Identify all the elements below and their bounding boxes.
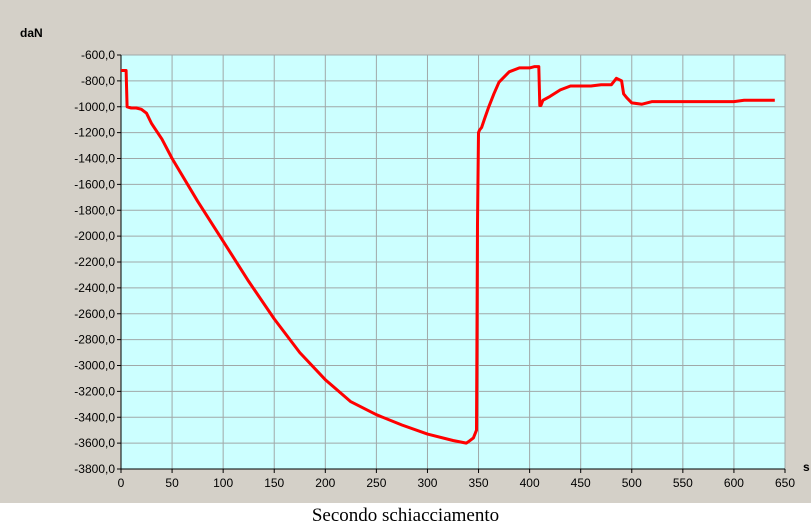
x-tick-label: 600 [724, 476, 744, 490]
x-tick-label: 550 [673, 476, 693, 490]
x-tick-label: 450 [571, 476, 591, 490]
chart-caption: Secondo schiacciamento [311, 505, 500, 526]
y-tick-label: -800,0 [81, 74, 115, 88]
x-tick-label: 500 [622, 476, 642, 490]
x-tick-label: 650 [775, 476, 795, 490]
y-axis-label: daN [20, 26, 43, 40]
y-tick-label: -1600,0 [74, 177, 115, 191]
y-tick-label: -2400,0 [74, 281, 115, 295]
y-tick-label: -2600,0 [74, 307, 115, 321]
x-tick-label: 350 [469, 476, 489, 490]
y-tick-label: -3200,0 [74, 384, 115, 398]
x-tick-label: 250 [366, 476, 386, 490]
y-tick-label: -3000,0 [74, 359, 115, 373]
series-layer [121, 65, 775, 445]
y-tick-label: -1400,0 [74, 152, 115, 166]
y-tick-label: -2000,0 [74, 229, 115, 243]
y-tick-label: -1000,0 [74, 100, 115, 114]
y-tick-label: -2200,0 [74, 255, 115, 269]
y-tick-label: -3400,0 [74, 410, 115, 424]
x-tick-label: 100 [213, 476, 233, 490]
line-chart: daN s -600,0-800,0-1000,0-1200,0-1400,0-… [0, 0, 811, 503]
x-tick-label: 300 [417, 476, 437, 490]
x-tick-label: 50 [165, 476, 179, 490]
x-tick-label: 200 [315, 476, 335, 490]
chart-frame: daN s -600,0 -800,0 -1000,0 -1200,0 -1400,0-… [0, 0, 811, 503]
x-tick-label: 0 [118, 476, 125, 490]
y-tick-label: -1200,0 [74, 126, 115, 140]
y-tick-label: -3800,0 [74, 462, 115, 476]
x-axis-label: s [803, 460, 810, 474]
series-line [121, 65, 775, 445]
x-tick-label: 150 [264, 476, 284, 490]
x-tick-label: 400 [520, 476, 540, 490]
y-tick-label: -600,0 [81, 48, 115, 62]
y-axis-ticks: -600,0 -800,0 -1000,0 -1200,0 -1400,0 -1600,0… [74, 48, 122, 476]
x-axis-ticks: 0 50 100 150 200 250 300 350 400 450 500 550 600 650 [118, 468, 795, 490]
y-tick-label: -2800,0 [74, 333, 115, 347]
y-tick-label: -3600,0 [74, 436, 115, 450]
y-tick-label: -1800,0 [74, 203, 115, 217]
